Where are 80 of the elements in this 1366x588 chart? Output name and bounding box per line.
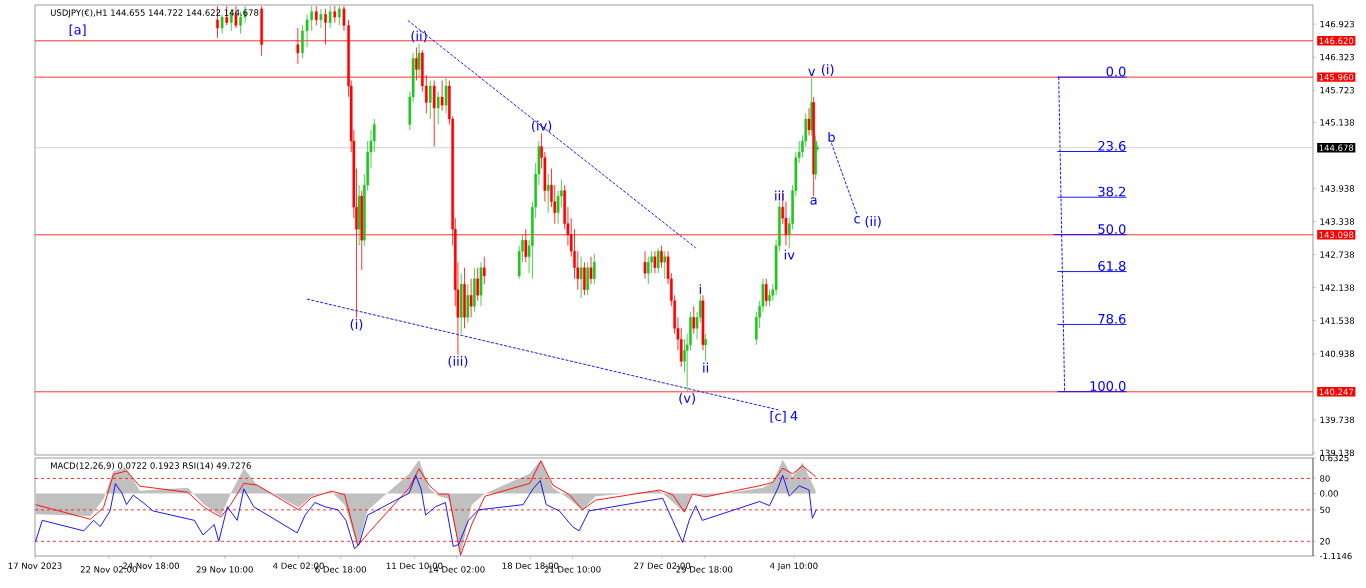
line-series: [35, 474, 817, 550]
annotation: i: [699, 284, 701, 295]
y-tick-label: 139.738: [1320, 416, 1355, 424]
y-tick-label: 145.138: [1320, 119, 1355, 126]
candlestick: [476, 267, 480, 302]
candlestick: [692, 305, 696, 335]
y2-tick-label: 80: [1320, 475, 1330, 482]
y-tick-label: 145.723: [1320, 86, 1354, 94]
candlestick: [220, 13, 224, 35]
y-tick-label: 143.338: [1320, 218, 1355, 225]
y-tick-label: 141.538: [1320, 317, 1355, 324]
candlestick: [589, 256, 593, 285]
y-tick-label: -1.1146: [1319, 552, 1352, 560]
candlestick: [586, 261, 590, 296]
candlestick: [440, 80, 444, 112]
candlestick: [643, 250, 647, 280]
annotation: 23.6: [1098, 140, 1126, 151]
y-tick-label: 139.138: [1320, 449, 1355, 457]
annotation: (ii): [865, 216, 881, 228]
ref-line-label: 140.247: [1319, 388, 1354, 396]
ref-line-label: 146.620: [1319, 37, 1354, 45]
x-tick-label: 17 Nov 2023: [8, 562, 62, 569]
candlestick: [583, 261, 586, 296]
ref-line-label: 143.098: [1319, 231, 1354, 238]
candlestick: [436, 91, 440, 125]
candlestick: [469, 278, 473, 318]
annotation: 0.0: [1106, 66, 1126, 77]
candlestick: [663, 250, 667, 280]
annotation: [a]: [69, 24, 86, 37]
y-tick-label: 146.323: [1320, 53, 1354, 61]
annotation: c: [854, 216, 860, 224]
candlestick: [466, 283, 470, 324]
y-tick-label: 0.6325: [1320, 454, 1349, 462]
candlestick: [482, 256, 486, 285]
annotation: iv: [784, 249, 795, 260]
candlestick: [319, 8, 323, 29]
annotation: [c]: [770, 411, 786, 423]
candlestick: [546, 173, 550, 214]
annotation: (iv): [531, 120, 552, 133]
candlestick: [704, 333, 707, 362]
candlestick: [656, 248, 660, 274]
annotation: 78.6: [1098, 313, 1126, 324]
y-tick-label: 142.738: [1320, 251, 1355, 258]
candlestick: [314, 5, 318, 26]
candlestick: [653, 250, 657, 274]
y2-tick-label: 50: [1320, 506, 1330, 514]
chart-title: MACD(12,26,9) 0.0722 0.1923 RSI(14) 49.7276: [51, 462, 251, 470]
annotation: (ii): [411, 30, 427, 43]
candlestick: [660, 245, 663, 269]
y-tick-label: 142.138: [1320, 284, 1355, 291]
candlestick: [807, 107, 811, 136]
annotation: b: [828, 131, 835, 143]
candlestick: [432, 80, 436, 147]
candlestick: [428, 80, 432, 120]
annotation: 100.0: [1090, 381, 1126, 391]
x-tick-label: 29 Nov 10:00: [196, 566, 253, 573]
y-tick-label: 146.923: [1320, 20, 1354, 28]
candlestick: [444, 77, 448, 114]
annotation: 61.8: [1098, 261, 1126, 271]
annotation: ii: [703, 362, 709, 373]
annotation: (iii): [448, 355, 468, 368]
candlestick: [328, 5, 332, 29]
annotation: (i): [350, 319, 363, 331]
y-tick-label: 0.00: [1320, 490, 1338, 497]
candlestick: [579, 256, 583, 299]
annotation: (v): [679, 392, 695, 405]
ref-line-label: 144.678: [1319, 144, 1354, 151]
annotation: v: [808, 68, 816, 76]
annotation: 4: [790, 411, 798, 421]
candlestick: [592, 253, 596, 285]
annotation: (i): [821, 64, 834, 76]
annotation: a: [810, 197, 817, 205]
y2-tick-label: 20: [1320, 538, 1330, 545]
annotation: 50.0: [1098, 224, 1126, 234]
candlestick: [338, 5, 341, 26]
x-tick-label: 4 Jan 10:00: [770, 562, 818, 571]
y-tick-label: 143.938: [1320, 185, 1355, 192]
annotation: 38.2: [1098, 186, 1126, 197]
y-tick-label: 140.938: [1320, 350, 1355, 357]
ref-line-label: 145.960: [1319, 73, 1354, 81]
